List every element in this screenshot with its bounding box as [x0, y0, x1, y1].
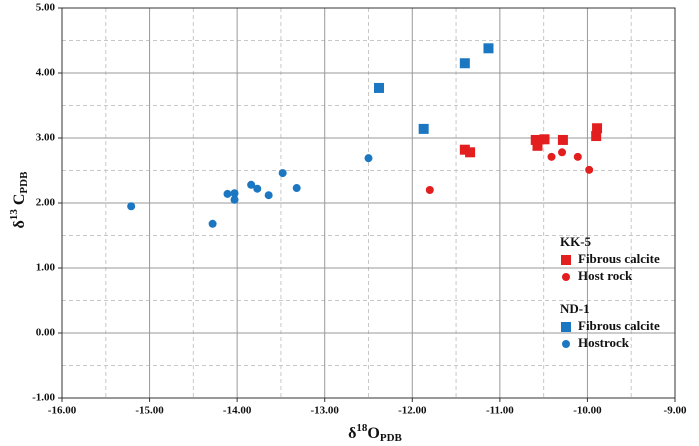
y-tick-label: 0.00: [36, 327, 56, 339]
legend-marker: [561, 322, 571, 332]
circle-marker: [573, 152, 582, 161]
y-tick-label: 1.00: [36, 262, 56, 274]
circle-marker: [127, 202, 136, 211]
square-marker: [459, 58, 470, 69]
square-marker: [557, 134, 568, 145]
x-tick-label: -11.00: [486, 405, 514, 417]
x-tick-label: -12.00: [398, 405, 427, 417]
legend-group-title: ND-1: [560, 301, 590, 316]
circle-marker: [547, 152, 556, 161]
square-marker: [592, 123, 603, 134]
legend-label: Fibrous calcite: [578, 251, 660, 266]
x-axis-label: δ18OPDB: [348, 422, 402, 444]
circle-marker: [208, 219, 217, 228]
square-marker: [465, 147, 476, 158]
circle-marker: [253, 184, 262, 193]
x-tick-label: -16.00: [48, 405, 77, 417]
y-tick-label: 5.00: [36, 2, 56, 14]
square-marker: [591, 131, 602, 142]
square-marker: [418, 123, 429, 134]
y-tick-label: 2.00: [36, 197, 56, 209]
circle-marker: [264, 191, 273, 200]
legend-label: Hostrock: [578, 335, 630, 350]
legend-marker: [562, 340, 570, 348]
y-tick-label: 4.00: [36, 67, 56, 79]
circle-marker: [364, 154, 373, 163]
square-marker: [459, 144, 470, 155]
legend-marker: [562, 273, 570, 281]
x-tick-label: -15.00: [135, 405, 164, 417]
x-tick-label: -10.00: [573, 405, 602, 417]
square-marker: [539, 134, 550, 145]
legend-label: Fibrous calcite: [578, 318, 660, 333]
square-marker: [374, 82, 385, 93]
legend-marker: [561, 255, 571, 265]
circle-marker: [425, 186, 434, 194]
circle-marker: [292, 184, 301, 193]
y-tick-label: -1.00: [32, 392, 55, 404]
circle-marker: [585, 165, 594, 174]
legend-group-title: KK-5: [560, 234, 592, 249]
square-marker: [530, 134, 541, 145]
circle-marker: [247, 180, 256, 189]
x-tick-label: -13.00: [311, 405, 340, 417]
circle-marker: [230, 195, 239, 204]
square-marker: [532, 140, 543, 151]
y-axis-label: δ13 CPDB: [8, 171, 30, 229]
circle-marker: [558, 148, 567, 157]
circle-marker: [278, 169, 287, 178]
x-tick-label: -9.00: [664, 405, 687, 417]
x-tick-label: -14.00: [223, 405, 252, 417]
plot-border: [61, 7, 676, 399]
circle-marker: [223, 189, 232, 198]
y-tick-label: 3.00: [36, 132, 56, 144]
circle-marker: [230, 189, 239, 198]
legend-label: Host rock: [578, 268, 633, 283]
square-marker: [483, 43, 494, 54]
